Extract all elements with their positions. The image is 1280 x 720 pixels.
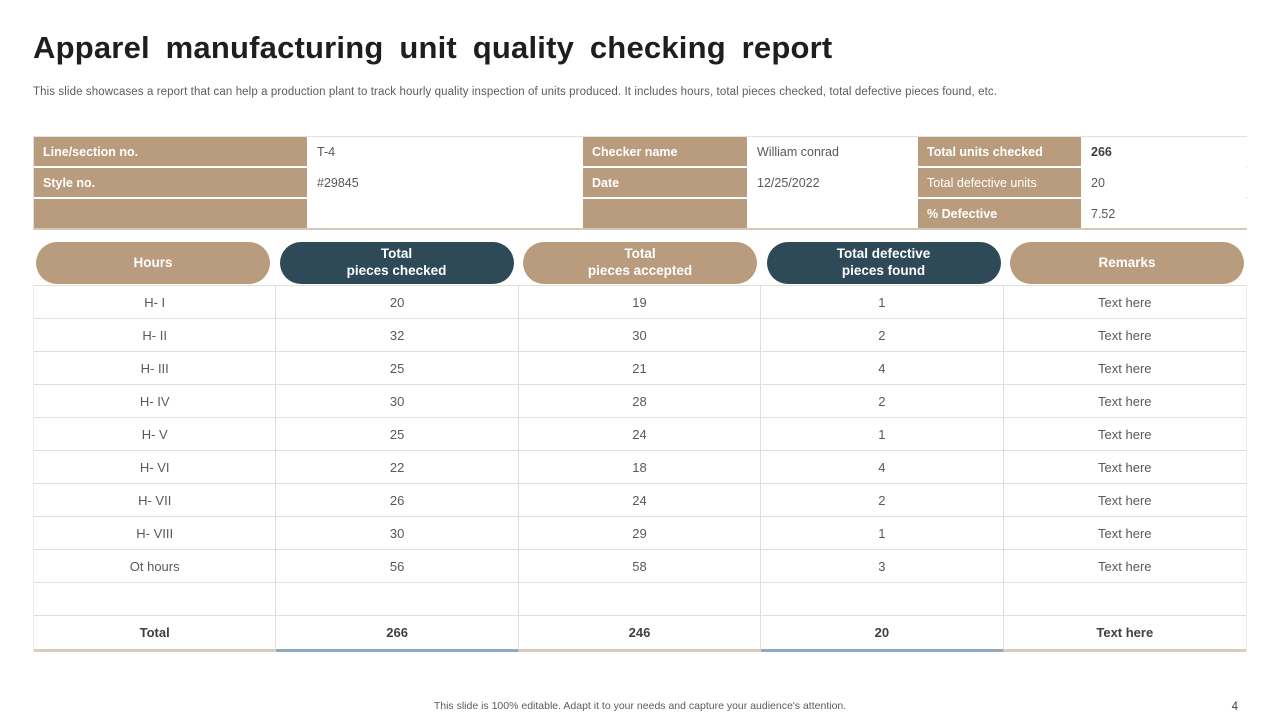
table-row: H- I 20 19 1 Text here bbox=[34, 286, 1246, 319]
table-row: Ot hours 56 58 3 Text here bbox=[34, 550, 1246, 583]
cell-total-pieces-checked: 22 bbox=[276, 451, 519, 484]
table-row: H- IV 30 28 2 Text here bbox=[34, 385, 1246, 418]
cell-hours: H- I bbox=[34, 286, 277, 319]
cell-total-pieces-accepted: 28 bbox=[518, 385, 762, 418]
cell-hours: H- VIII bbox=[34, 517, 277, 550]
cell-hours: Total bbox=[34, 616, 277, 652]
info-label-empty-1 bbox=[34, 199, 307, 228]
table-row: H- II 32 30 2 Text here bbox=[34, 319, 1246, 352]
cell-total-pieces-accepted: 30 bbox=[518, 319, 762, 352]
info-value-style-no: #29845 bbox=[307, 168, 583, 197]
cell-total-pieces-checked: 30 bbox=[276, 385, 519, 418]
column-header-row: Hours Total pieces checked Total pieces … bbox=[33, 242, 1247, 284]
info-value-empty-2 bbox=[747, 199, 918, 228]
cell-total-pieces-checked: 266 bbox=[276, 616, 519, 652]
cell-hours: H- VII bbox=[34, 484, 277, 517]
report-table-body: H- I 20 19 1 Text here H- II 32 30 2 Tex… bbox=[33, 285, 1247, 652]
info-value-total-defective-units: 20 bbox=[1081, 168, 1248, 197]
cell-remarks: Text here bbox=[1003, 352, 1246, 385]
column-header-remarks: Remarks bbox=[1010, 242, 1244, 284]
cell-total-defective-pieces bbox=[761, 583, 1004, 616]
cell-total-defective-pieces: 2 bbox=[761, 484, 1004, 517]
cell-remarks: Text here bbox=[1003, 451, 1246, 484]
cell-hours bbox=[34, 583, 277, 616]
info-value-empty-1 bbox=[307, 199, 583, 228]
cell-remarks: Text here bbox=[1003, 484, 1246, 517]
cell-total-pieces-accepted: 18 bbox=[518, 451, 762, 484]
cell-total-defective-pieces: 1 bbox=[761, 286, 1004, 319]
cell-total-pieces-accepted: 246 bbox=[518, 616, 762, 652]
table-row: H- VI 22 18 4 Text here bbox=[34, 451, 1246, 484]
column-header-hours: Hours bbox=[36, 242, 270, 284]
table-row: H- VIII 30 29 1 Text here bbox=[34, 517, 1246, 550]
info-table: Line/section no. T-4 Checker name Willia… bbox=[33, 136, 1248, 230]
cell-remarks: Text here bbox=[1003, 286, 1246, 319]
cell-total-pieces-accepted: 58 bbox=[518, 550, 762, 583]
cell-remarks: Text here bbox=[1003, 319, 1246, 352]
cell-remarks: Text here bbox=[1003, 550, 1246, 583]
info-label-total-defective-units: Total defective units bbox=[918, 168, 1081, 197]
cell-total-defective-pieces: 3 bbox=[761, 550, 1004, 583]
table-row: H- V 25 24 1 Text here bbox=[34, 418, 1246, 451]
cell-total-pieces-accepted: 19 bbox=[518, 286, 762, 319]
footer-note: This slide is 100% editable. Adapt it to… bbox=[433, 700, 847, 712]
cell-remarks bbox=[1003, 583, 1246, 616]
cell-hours: H- II bbox=[34, 319, 277, 352]
cell-total-pieces-accepted bbox=[518, 583, 762, 616]
info-value-percent-defective: 7.52 bbox=[1081, 199, 1248, 228]
cell-hours: H- IV bbox=[34, 385, 277, 418]
info-label-percent-defective: % Defective bbox=[918, 199, 1081, 228]
cell-total-pieces-checked: 25 bbox=[276, 418, 519, 451]
info-label-checker-name: Checker name bbox=[583, 137, 747, 166]
page-subtitle: This slide showcases a report that can h… bbox=[33, 86, 998, 98]
table-row: H- VII 26 24 2 Text here bbox=[34, 484, 1246, 517]
cell-total-pieces-accepted: 24 bbox=[518, 418, 762, 451]
table-row: Total 266 246 20 Text here bbox=[34, 616, 1246, 652]
cell-total-defective-pieces: 20 bbox=[761, 616, 1004, 652]
cell-total-defective-pieces: 1 bbox=[761, 418, 1004, 451]
cell-total-defective-pieces: 2 bbox=[761, 385, 1004, 418]
info-value-total-units-checked: 266 bbox=[1081, 137, 1248, 166]
table-row: H- III 25 21 4 Text here bbox=[34, 352, 1246, 385]
cell-remarks: Text here bbox=[1003, 616, 1246, 652]
cell-hours: H- VI bbox=[34, 451, 277, 484]
info-label-date: Date bbox=[583, 168, 747, 197]
cell-total-defective-pieces: 2 bbox=[761, 319, 1004, 352]
column-header-total-pieces-accepted: Total pieces accepted bbox=[523, 242, 757, 284]
column-header-total-pieces-checked: Total pieces checked bbox=[279, 242, 514, 284]
info-value-date: 12/25/2022 bbox=[747, 168, 918, 197]
cell-total-defective-pieces: 4 bbox=[761, 451, 1004, 484]
table-row bbox=[34, 583, 1246, 616]
cell-total-pieces-accepted: 24 bbox=[518, 484, 762, 517]
cell-hours: H- III bbox=[34, 352, 277, 385]
cell-hours: H- V bbox=[34, 418, 277, 451]
cell-total-pieces-checked bbox=[276, 583, 519, 616]
cell-total-pieces-checked: 25 bbox=[276, 352, 519, 385]
cell-total-pieces-checked: 32 bbox=[276, 319, 519, 352]
cell-total-pieces-checked: 26 bbox=[276, 484, 519, 517]
cell-remarks: Text here bbox=[1003, 385, 1246, 418]
info-label-style-no: Style no. bbox=[34, 168, 307, 197]
cell-remarks: Text here bbox=[1003, 418, 1246, 451]
info-value-checker-name: William conrad bbox=[747, 137, 918, 166]
info-label-total-units-checked: Total units checked bbox=[918, 137, 1081, 166]
cell-total-defective-pieces: 4 bbox=[761, 352, 1004, 385]
cell-total-defective-pieces: 1 bbox=[761, 517, 1004, 550]
info-value-line-section: T-4 bbox=[307, 137, 583, 166]
info-label-empty-2 bbox=[583, 199, 747, 228]
page-title: Apparel manufacturing unit quality check… bbox=[33, 30, 833, 65]
cell-hours: Ot hours bbox=[34, 550, 277, 583]
cell-total-pieces-checked: 20 bbox=[276, 286, 519, 319]
cell-total-pieces-checked: 30 bbox=[276, 517, 519, 550]
cell-total-pieces-accepted: 29 bbox=[518, 517, 762, 550]
cell-remarks: Text here bbox=[1003, 517, 1246, 550]
page-number: 4 bbox=[1231, 701, 1238, 713]
cell-total-pieces-checked: 56 bbox=[276, 550, 519, 583]
cell-total-pieces-accepted: 21 bbox=[518, 352, 762, 385]
info-label-line-section: Line/section no. bbox=[34, 137, 307, 166]
column-header-total-defective-pieces-found: Total defective pieces found bbox=[766, 242, 1001, 284]
